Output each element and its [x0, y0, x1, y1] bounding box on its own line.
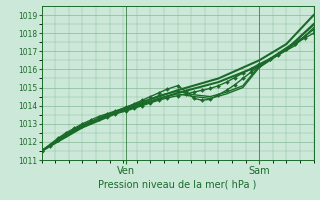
- X-axis label: Pression niveau de la mer( hPa ): Pression niveau de la mer( hPa ): [99, 180, 257, 190]
